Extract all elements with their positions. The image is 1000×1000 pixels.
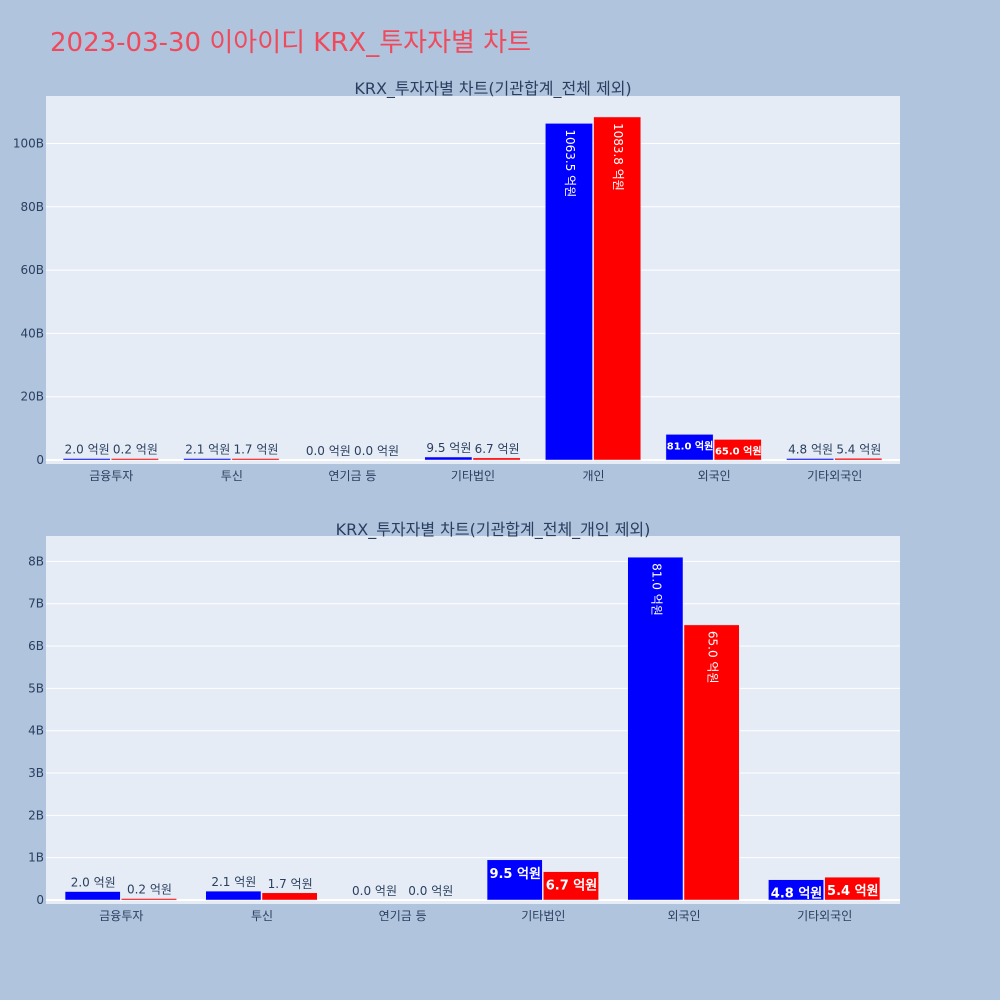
- bar: [545, 123, 593, 461]
- bar: [786, 458, 834, 461]
- data-label: 9.5 억원: [426, 441, 471, 455]
- data-label: 2.1 억원: [211, 875, 256, 889]
- data-label: 5.4 억원: [836, 442, 881, 456]
- bar: [424, 456, 473, 461]
- x-tick-label: 금융투자: [89, 469, 133, 483]
- x-tick-label: 기타법인: [451, 469, 495, 483]
- data-label: 2.0 억원: [65, 443, 110, 457]
- bar: [261, 892, 318, 901]
- x-tick-label: 기타법인: [521, 909, 565, 923]
- chart-title: KRX_투자자별 차트(기관합계_전체_개인 제외): [336, 520, 651, 540]
- y-tick-label: 20B: [20, 390, 44, 404]
- bar: [121, 898, 177, 901]
- page-title: 2023-03-30 이아이디 KRX_투자자별 차트: [50, 28, 532, 58]
- chart-title: KRX_투자자별 차트(기관합계_전체 제외): [354, 79, 631, 99]
- bar: [834, 458, 883, 461]
- bar: [713, 439, 762, 461]
- data-label: 0.0 억원: [352, 884, 397, 898]
- y-tick-label: 8B: [28, 554, 44, 568]
- bar: [183, 458, 232, 461]
- x-tick-label: 개인: [583, 469, 605, 483]
- x-tick-label: 연기금 등: [379, 909, 427, 923]
- y-tick-label: 40B: [20, 326, 44, 340]
- bar: [768, 879, 824, 901]
- bar: [62, 458, 111, 461]
- data-label: 1083.8 억원: [611, 123, 625, 191]
- y-tick-label: 0: [36, 893, 44, 907]
- bar: [205, 890, 262, 901]
- data-label: 0.2 억원: [113, 443, 158, 457]
- x-tick-label: 기타외국인: [807, 469, 862, 483]
- data-label: 65.0 억원: [715, 444, 762, 457]
- bar: [64, 891, 121, 901]
- plot-area: [46, 96, 900, 464]
- data-label: 2.0 억원: [71, 876, 116, 890]
- data-label: 1.7 억원: [233, 443, 278, 457]
- data-label: 0.2 억원: [127, 883, 172, 897]
- bar: [111, 458, 159, 461]
- bar: [665, 434, 714, 461]
- bar: [627, 556, 684, 901]
- data-label: 2.1 억원: [185, 443, 230, 457]
- data-label: 0.0 억원: [408, 884, 453, 898]
- y-tick-label: 2B: [28, 808, 44, 822]
- x-tick-label: 투신: [251, 909, 273, 923]
- data-label: 1.7 억원: [268, 877, 313, 891]
- data-label: 65.0 억원: [706, 631, 720, 684]
- chart-2: KRX_투자자별 차트(기관합계_전체_개인 제외) 0 1B 2B 3B 4B 5B 6B 7…: [28, 520, 900, 923]
- data-label: 6.7 억원: [475, 442, 520, 456]
- y-tick-label: 60B: [20, 263, 44, 277]
- x-tick-label: 연기금 등: [328, 469, 376, 483]
- y-tick-label: 100B: [13, 136, 44, 150]
- data-label: 1063.5 억원: [563, 129, 577, 197]
- data-label: 6.7 억원: [546, 879, 597, 894]
- data-label: 0.0 억원: [306, 444, 351, 458]
- data-label: 81.0 억원: [649, 563, 663, 616]
- bar: [231, 458, 280, 461]
- data-label: 9.5 억원: [489, 867, 540, 882]
- bar: [593, 116, 642, 461]
- y-tick-label: 3B: [28, 766, 44, 780]
- bar: [683, 624, 740, 901]
- x-tick-label: 기타외국인: [797, 909, 852, 923]
- bar: [486, 859, 543, 901]
- data-label: 4.8 억원: [771, 887, 822, 902]
- y-tick-label: 6B: [28, 639, 44, 653]
- y-tick-label: 80B: [20, 200, 44, 214]
- data-label: 0.0 억원: [354, 444, 399, 458]
- y-tick-label: 4B: [28, 724, 44, 738]
- y-tick-label: 7B: [28, 597, 44, 611]
- bar: [824, 876, 881, 901]
- bar: [472, 457, 521, 461]
- y-tick-label: 0: [36, 453, 44, 467]
- data-label: 5.4 억원: [827, 884, 878, 899]
- x-tick-label: 투신: [221, 469, 243, 483]
- bar: [543, 871, 599, 901]
- y-tick-label: 5B: [28, 681, 44, 695]
- chart-1: KRX_투자자별 차트(기관합계_전체 제외) 0 20B 40B 60B 80B 100B…: [13, 79, 900, 483]
- data-label: 4.8 억원: [788, 442, 833, 456]
- data-label: 81.0 억원: [667, 439, 714, 452]
- y-tick-label: 1B: [28, 851, 44, 865]
- x-tick-label: 금융투자: [99, 909, 143, 923]
- x-tick-label: 외국인: [698, 469, 731, 483]
- plot-area: [46, 536, 900, 904]
- x-tick-label: 외국인: [667, 909, 700, 923]
